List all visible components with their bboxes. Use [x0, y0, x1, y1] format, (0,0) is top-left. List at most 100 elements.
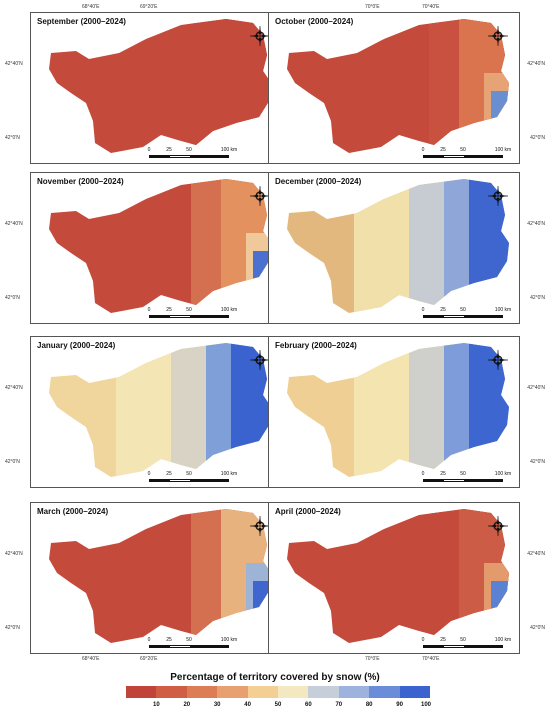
map-panel-september: September (2000–2024) 42°40'N 42°0'N 0 2… [5, 12, 282, 164]
compass-rose-icon [250, 516, 270, 536]
lat-label-lower: 42°0'N [5, 135, 20, 141]
scale-label-100: 100 km [220, 307, 238, 313]
map-panel-december: December (2000–2024) 42°40'N 42°0'N 0 25… [268, 172, 545, 324]
map-panel-october: October (2000–2024) 42°40'N 42°0'N 0 25 … [268, 12, 545, 164]
lat-label-lower: 42°0'N [5, 295, 20, 301]
panel-title: March (2000–2024) [37, 507, 109, 516]
map-panel-april: April (2000–2024) 42°40'N 42°0'N 0 25 50… [268, 502, 545, 654]
panel-title: September (2000–2024) [37, 17, 126, 26]
panel-title: February (2000–2024) [275, 341, 357, 350]
region-map [287, 179, 509, 313]
region-map [287, 343, 509, 477]
scale-label-25: 25 [440, 471, 446, 477]
legend-tick-50: 50 [274, 702, 282, 708]
legend-tick-80: 80 [365, 702, 373, 708]
scale-bar: 0 25 50 100 km [421, 307, 512, 321]
legend-swatch-3 [186, 686, 218, 698]
scale-label-25: 25 [440, 147, 446, 153]
scale-label-50: 50 [186, 637, 192, 643]
region-map [49, 509, 271, 643]
scale-label-50: 50 [460, 637, 466, 643]
scale-label-100: 100 km [220, 471, 238, 477]
compass-rose-icon [250, 350, 270, 370]
legend-swatch-5 [247, 686, 278, 698]
legend-tick-20: 20 [183, 702, 191, 708]
legend-swatch-10 [399, 686, 430, 698]
lat-label-lower: 42°0'N [5, 625, 20, 631]
legend-tick-90: 90 [396, 702, 403, 708]
legend-swatch-9 [369, 686, 400, 698]
compass-rose-icon [488, 26, 508, 46]
compass-rose-icon [250, 186, 270, 206]
lat-label-upper: 42°40'N [5, 385, 23, 391]
legend-tick-30: 30 [213, 702, 221, 708]
scale-label-0: 0 [421, 471, 425, 477]
scale-bar: 0 25 50 100 km [147, 471, 238, 485]
scale-label-100: 100 km [494, 147, 512, 153]
scale-label-50: 50 [460, 471, 466, 477]
scale-label-100: 100 km [494, 637, 512, 643]
lat-label-lower: 42°0'N [530, 625, 545, 631]
map-panel-march: March (2000–2024) 42°40'N 42°0'N 0 25 50… [5, 502, 282, 654]
legend-swatch-8 [338, 686, 370, 698]
legend-title: Percentage of territory covered by snow … [170, 672, 380, 683]
lat-label-upper: 42°40'N [5, 551, 23, 557]
lat-label-lower: 42°0'N [530, 459, 545, 465]
region-map [49, 179, 271, 313]
scale-bar-graphic [423, 315, 503, 318]
scale-label-25: 25 [166, 637, 172, 643]
scale-bar-graphic [423, 155, 503, 158]
scale-label-0: 0 [421, 147, 425, 153]
map-panel-november: November (2000–2024) 42°40'N 42°0'N 0 25… [5, 172, 282, 324]
scale-bar: 0 25 50 100 km [421, 147, 512, 161]
lon-label-bottom-1: 68°40'E [82, 656, 100, 662]
legend-swatch-7 [308, 686, 339, 698]
scale-label-0: 0 [147, 471, 151, 477]
legend-swatch-1 [126, 686, 157, 698]
legend-swatch-4 [217, 686, 248, 698]
compass-rose-icon [488, 516, 508, 536]
lat-label-lower: 42°0'N [5, 459, 20, 465]
scale-bar-graphic [149, 479, 229, 482]
lon-label-bottom-3: 70°0'E [365, 656, 380, 662]
scale-label-50: 50 [460, 147, 466, 153]
lat-label-upper: 42°40'N [527, 551, 545, 557]
lon-label-top-2: 69°20'E [140, 4, 158, 10]
legend-ticks: 10 20 30 40 50 60 70 80 90 100 [126, 702, 431, 711]
map-panel-january: January (2000–2024) 42°40'N 42°0'N 0 25 … [5, 336, 282, 488]
scale-label-50: 50 [460, 307, 466, 313]
region-map [49, 343, 271, 477]
lon-label-top-3: 70°0'E [365, 4, 380, 10]
legend-tick-60: 60 [305, 702, 312, 708]
panel-title: October (2000–2024) [275, 17, 354, 26]
lon-label-bottom-4: 70°40'E [422, 656, 440, 662]
panel-title: December (2000–2024) [275, 177, 362, 186]
scale-bar-graphic [149, 645, 229, 648]
scale-bar: 0 25 50 100 km [421, 471, 511, 485]
compass-rose-icon [488, 350, 508, 370]
lon-label-top-1: 68°40'E [82, 4, 100, 10]
lat-label-upper: 42°40'N [5, 221, 23, 227]
legend-tick-10: 10 [153, 702, 160, 708]
scale-label-0: 0 [147, 637, 151, 643]
scale-label-100: 100 km [494, 307, 512, 313]
lon-label-top-4: 70°40'E [422, 4, 440, 10]
scale-label-25: 25 [166, 307, 172, 313]
scale-bar: 0 25 50 100 km [148, 307, 238, 321]
scale-bar-graphic [149, 155, 229, 158]
lat-label-upper: 42°40'N [5, 61, 23, 67]
scale-label-50: 50 [186, 307, 192, 313]
scale-label-0: 0 [421, 307, 425, 313]
map-panel-february: February (2000–2024) 42°40'N 42°0'N 0 25… [268, 336, 545, 488]
lon-label-bottom-2: 69°20'E [140, 656, 158, 662]
lat-label-upper: 42°40'N [527, 221, 545, 227]
region-map [49, 19, 271, 153]
panel-title: April (2000–2024) [275, 507, 341, 516]
scale-label-25: 25 [440, 637, 446, 643]
lat-label-upper: 42°40'N [527, 385, 545, 391]
panel-title: January (2000–2024) [37, 341, 116, 350]
compass-rose-icon [250, 26, 270, 46]
legend-swatch-2 [156, 686, 187, 698]
scale-bar: 0 25 50 100 km [422, 637, 512, 651]
scale-label-50: 50 [186, 147, 192, 153]
